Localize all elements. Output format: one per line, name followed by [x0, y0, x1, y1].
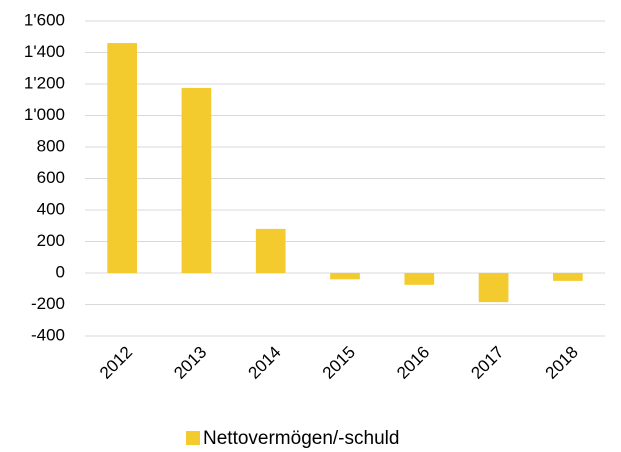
- x-tick-label: 2015: [319, 343, 359, 383]
- x-tick-label: 2013: [170, 343, 210, 383]
- y-tick-label: 1'200: [24, 73, 65, 92]
- bar: [330, 273, 360, 280]
- bar: [107, 43, 137, 273]
- y-tick-label: 200: [37, 231, 65, 250]
- x-tick-label: 2016: [393, 343, 433, 383]
- bar: [404, 273, 435, 285]
- y-tick-label: -400: [31, 325, 65, 344]
- x-tick-label: 2012: [96, 343, 136, 383]
- y-tick-label: 1'000: [24, 105, 65, 124]
- y-tick-label: 800: [37, 136, 65, 155]
- y-tick-label: -200: [31, 294, 65, 313]
- y-tick-label: 0: [56, 262, 65, 281]
- y-tick-label: 600: [37, 168, 65, 187]
- x-tick-label: 2018: [542, 343, 582, 383]
- bar: [255, 228, 286, 273]
- bar: [553, 273, 583, 281]
- bar: [181, 87, 212, 273]
- y-tick-label: 400: [37, 199, 65, 218]
- x-tick-label: 2017: [467, 343, 507, 383]
- legend-label: Nettovermögen/-schuld: [203, 428, 399, 449]
- y-tick-label: 1'400: [24, 42, 65, 61]
- bar: [478, 273, 509, 303]
- y-tick-label: 1'600: [24, 10, 65, 29]
- legend-swatch: [186, 431, 200, 445]
- x-tick-label: 2014: [245, 343, 285, 383]
